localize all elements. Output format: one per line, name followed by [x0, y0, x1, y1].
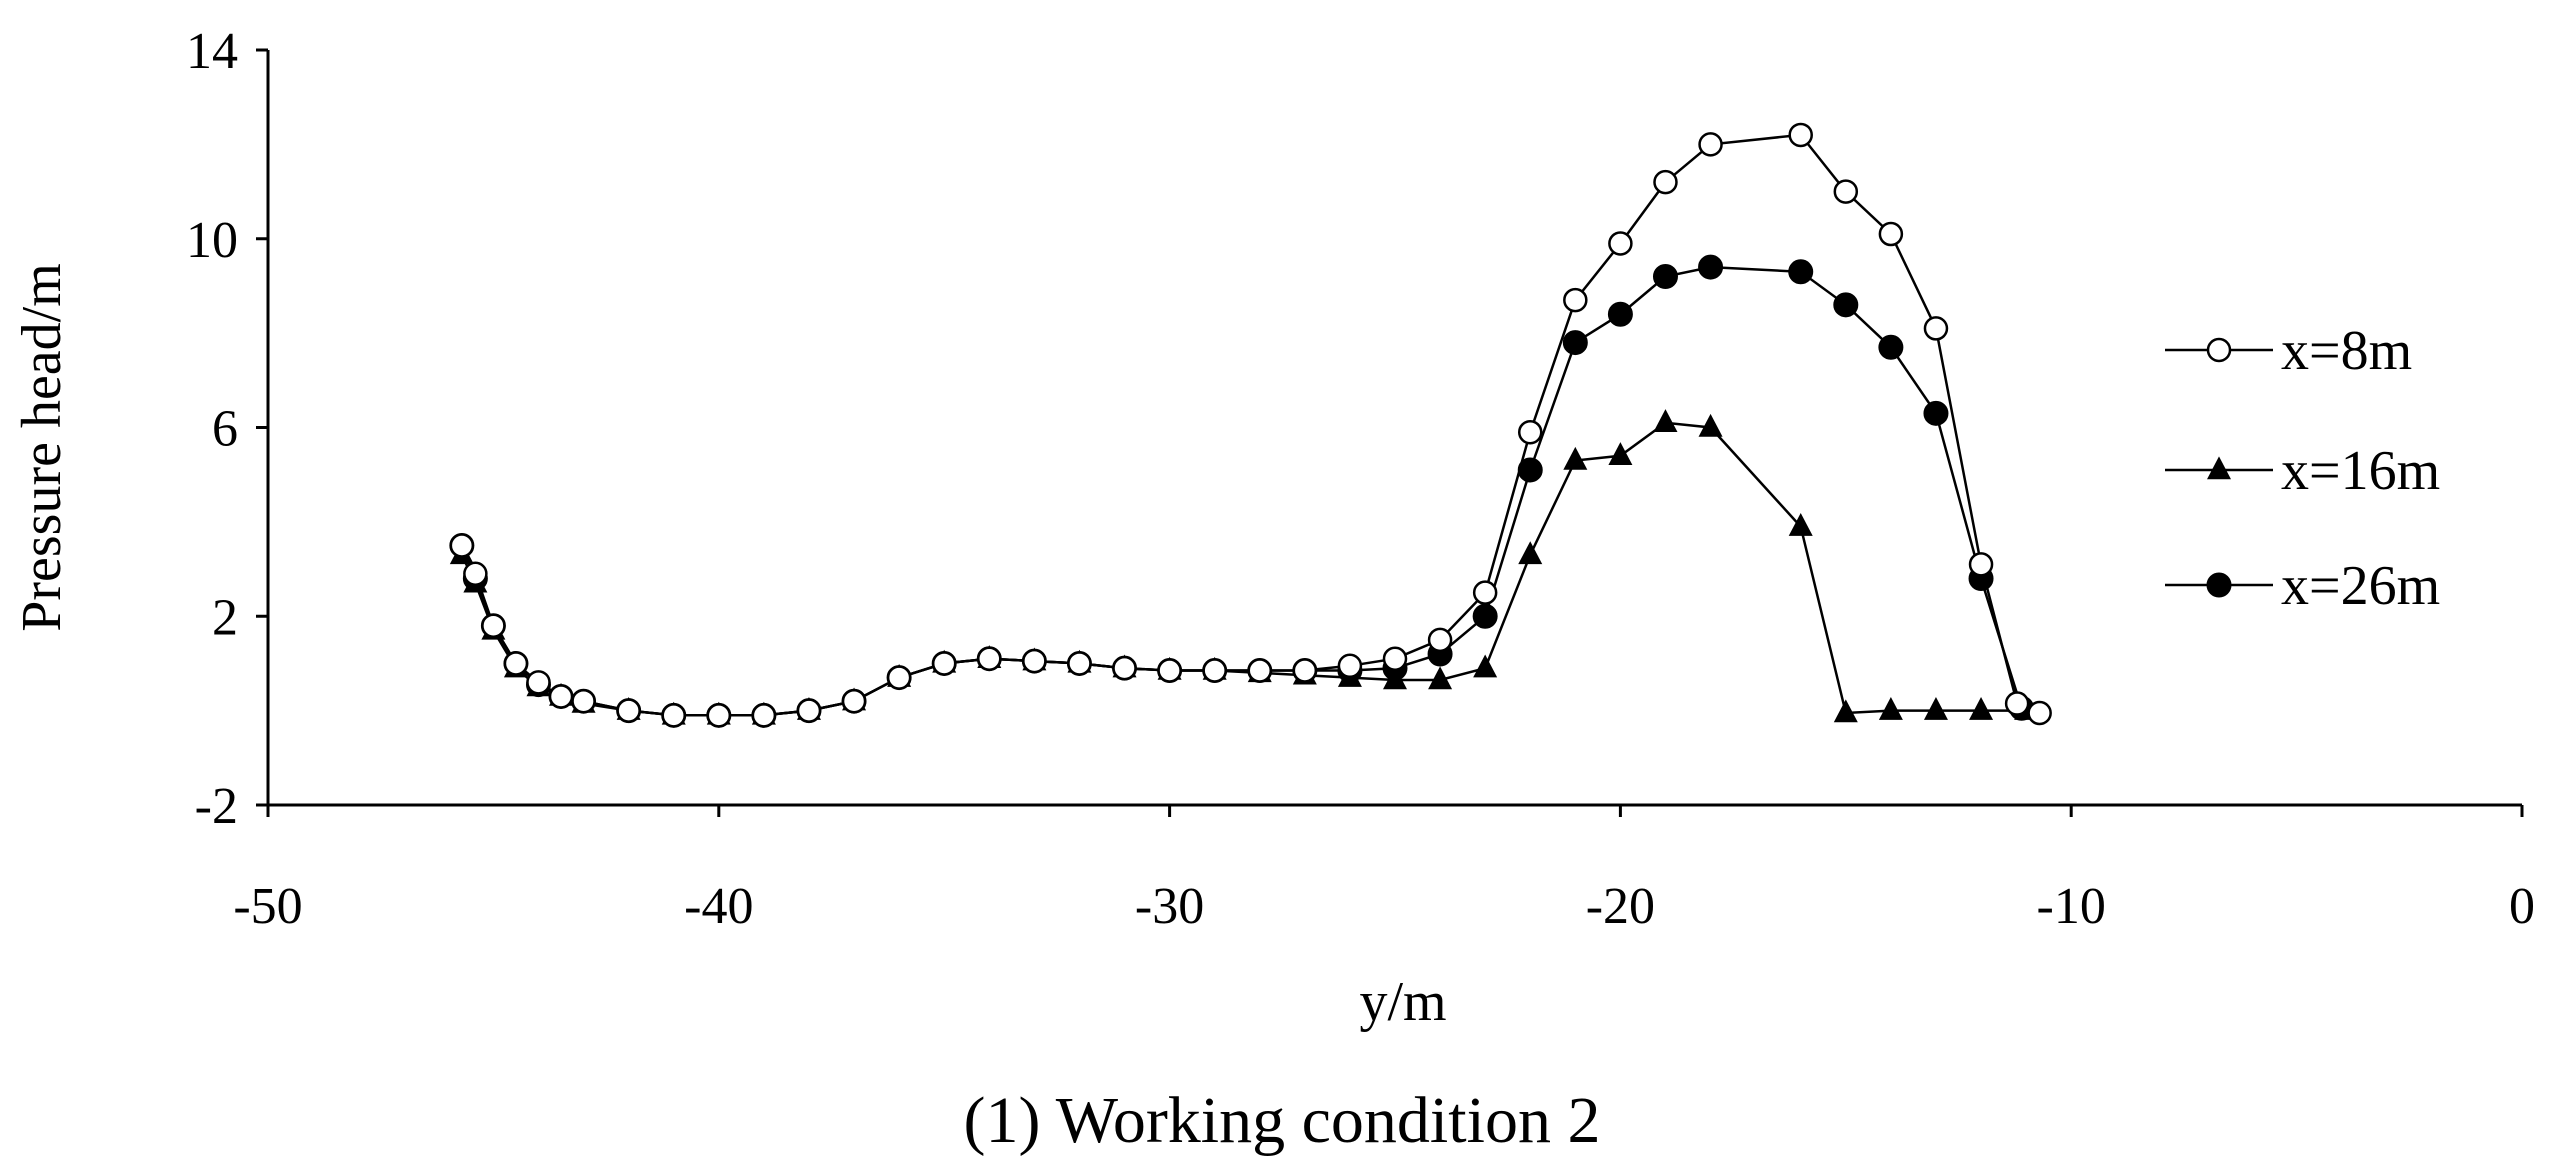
data-point	[1562, 330, 1588, 356]
data-point	[1878, 334, 1904, 360]
series-layer	[449, 122, 2052, 728]
data-point	[706, 703, 732, 728]
data-point	[1563, 446, 1588, 470]
legend-item: x=8m	[2165, 320, 2412, 382]
data-point	[1202, 658, 1227, 683]
data-point	[1652, 264, 1678, 289]
data-point	[661, 703, 686, 728]
data-point	[977, 646, 1002, 671]
y-tick-label: 2	[212, 589, 238, 646]
data-point	[1788, 259, 1814, 285]
data-point	[1382, 646, 1408, 671]
data-point	[1923, 316, 1949, 341]
y-tick-label: 6	[212, 401, 238, 458]
y-tick-label: 10	[186, 212, 238, 269]
data-point	[1608, 231, 1633, 256]
data-point	[1563, 287, 1588, 313]
legend-marker	[2207, 456, 2231, 480]
data-point	[1473, 654, 1498, 678]
legend-marker	[2206, 572, 2232, 598]
x-tick-label: -20	[1586, 878, 1655, 935]
series-x=8m	[449, 122, 2052, 728]
data-point	[1923, 400, 1949, 426]
data-point	[616, 698, 641, 723]
legend-label: x=8m	[2281, 320, 2412, 382]
data-point	[1022, 648, 1047, 674]
legend-label: x=16m	[2281, 440, 2440, 502]
data-point	[1698, 254, 1724, 280]
chart-legend: x=8m x=16m x=26m	[2165, 320, 2440, 617]
data-point	[1878, 696, 1903, 720]
data-point	[2027, 700, 2052, 726]
data-point	[1653, 409, 1678, 433]
data-point	[1157, 658, 1182, 683]
series-line	[460, 265, 2023, 717]
y-axis-title: Pressure head/m	[11, 263, 73, 632]
data-point	[796, 698, 822, 723]
data-point	[841, 688, 867, 714]
data-point	[571, 688, 596, 714]
data-point	[1247, 658, 1273, 683]
chart-axes	[266, 50, 2522, 807]
data-point	[449, 533, 475, 558]
data-point	[1878, 221, 1904, 247]
y-tick-label: 14	[186, 23, 238, 80]
figure-caption: (1) Working condition 2	[964, 1084, 1601, 1157]
data-point	[463, 561, 488, 587]
legend-item: x=16m	[2165, 440, 2440, 502]
series-x=16m	[449, 409, 2039, 725]
data-point	[1653, 169, 1678, 195]
data-point	[751, 703, 777, 728]
x-tick-label: -40	[684, 878, 753, 935]
legend-label: x=26m	[2281, 555, 2440, 617]
data-point	[1788, 512, 1813, 536]
legend-marker	[2206, 337, 2232, 363]
data-point	[1969, 696, 1994, 720]
data-point	[1067, 651, 1092, 676]
data-point	[1428, 666, 1453, 690]
x-tick-label: -30	[1135, 878, 1204, 935]
data-point	[1112, 655, 1137, 681]
data-point	[1923, 696, 1948, 720]
data-point	[1518, 541, 1543, 565]
data-point	[526, 670, 551, 695]
data-point	[1698, 413, 1723, 437]
data-point	[548, 684, 574, 709]
data-point	[1968, 552, 1994, 577]
data-point	[1788, 122, 1813, 148]
data-point	[931, 651, 957, 676]
data-point	[1472, 603, 1498, 629]
data-point	[1607, 301, 1633, 327]
data-point	[1833, 179, 1859, 204]
data-point	[1472, 580, 1498, 605]
data-point	[1517, 419, 1543, 445]
axis-ticks: -2 2 6 10 14 -50 -40 -30 -20 -10 0	[186, 23, 2535, 935]
x-tick-label: -50	[233, 878, 302, 935]
x-tick-label: -10	[2037, 878, 2106, 935]
data-point	[1833, 292, 1859, 318]
data-point	[886, 665, 912, 690]
data-point	[1337, 653, 1363, 679]
y-tick-label: -2	[195, 778, 238, 835]
data-point	[1698, 132, 1723, 157]
data-point	[1292, 658, 1318, 683]
data-point	[503, 651, 529, 676]
series-line	[460, 133, 2041, 717]
data-point	[1427, 627, 1453, 653]
data-point	[481, 613, 506, 638]
series-x=26m	[449, 254, 2035, 728]
x-axis-title: y/m	[1359, 971, 1446, 1033]
legend-item: x=26m	[2165, 555, 2440, 617]
data-point	[1833, 699, 1858, 723]
data-point	[1608, 442, 1633, 466]
data-point	[1517, 457, 1543, 483]
data-point	[2004, 691, 2030, 716]
x-tick-label: 0	[2509, 878, 2535, 935]
